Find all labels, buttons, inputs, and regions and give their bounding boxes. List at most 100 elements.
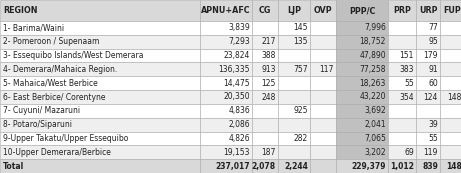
Bar [440, 104, 461, 118]
Bar [0, 62, 200, 76]
Bar [278, 49, 310, 62]
Bar [0, 35, 200, 49]
Bar [388, 0, 416, 21]
Bar [416, 49, 440, 62]
Text: 55: 55 [428, 134, 438, 143]
Bar [336, 35, 388, 49]
Bar [200, 159, 252, 173]
Text: 5- Mahaica/West Berbice: 5- Mahaica/West Berbice [3, 79, 98, 88]
Bar [278, 0, 310, 21]
Text: PPP/C: PPP/C [349, 6, 375, 15]
Text: 1,012: 1,012 [390, 162, 414, 171]
Bar [336, 104, 388, 118]
Text: APNU+AFC: APNU+AFC [201, 6, 251, 15]
Text: URP: URP [419, 6, 437, 15]
Bar [0, 145, 200, 159]
Bar [200, 21, 252, 35]
Bar [416, 35, 440, 49]
Text: CG: CG [259, 6, 271, 15]
Bar [0, 76, 200, 90]
Bar [416, 145, 440, 159]
Bar [0, 118, 200, 131]
Bar [278, 21, 310, 35]
Text: 2- Pomeroon / Supenaam: 2- Pomeroon / Supenaam [3, 37, 100, 46]
Text: 757: 757 [293, 65, 308, 74]
Text: 19,153: 19,153 [224, 148, 250, 157]
Bar [310, 118, 336, 131]
Text: PRP: PRP [393, 6, 411, 15]
Text: 77,258: 77,258 [360, 65, 386, 74]
Bar [310, 62, 336, 76]
Text: 47,890: 47,890 [360, 51, 386, 60]
Bar [440, 76, 461, 90]
Bar [278, 131, 310, 145]
Bar [278, 104, 310, 118]
Bar [416, 62, 440, 76]
Bar [310, 76, 336, 90]
Bar [0, 131, 200, 145]
Bar [440, 49, 461, 62]
Bar [336, 76, 388, 90]
Text: 119: 119 [424, 148, 438, 157]
Bar [0, 21, 200, 35]
Text: 2,041: 2,041 [364, 120, 386, 129]
Text: 69: 69 [404, 148, 414, 157]
Text: 187: 187 [262, 148, 276, 157]
Text: 229,379: 229,379 [351, 162, 386, 171]
Bar [440, 145, 461, 159]
Bar [310, 104, 336, 118]
Text: 217: 217 [262, 37, 276, 46]
Text: LJP: LJP [287, 6, 301, 15]
Bar [252, 104, 278, 118]
Bar [388, 49, 416, 62]
Bar [310, 49, 336, 62]
Bar [278, 35, 310, 49]
Bar [416, 118, 440, 131]
Text: 20,350: 20,350 [224, 93, 250, 102]
Text: 7,065: 7,065 [364, 134, 386, 143]
Text: 18,263: 18,263 [360, 79, 386, 88]
Text: 2,078: 2,078 [252, 162, 276, 171]
Text: 2,244: 2,244 [284, 162, 308, 171]
Bar [0, 104, 200, 118]
Bar [388, 118, 416, 131]
Bar [388, 62, 416, 76]
Text: Total: Total [3, 162, 24, 171]
Text: 839: 839 [422, 162, 438, 171]
Text: 148: 148 [446, 162, 461, 171]
Text: 7,996: 7,996 [364, 23, 386, 32]
Bar [310, 21, 336, 35]
Bar [252, 90, 278, 104]
Bar [336, 145, 388, 159]
Bar [252, 62, 278, 76]
Text: 354: 354 [399, 93, 414, 102]
Text: 9-Upper Takatu/Upper Essequibo: 9-Upper Takatu/Upper Essequibo [3, 134, 128, 143]
Text: 179: 179 [424, 51, 438, 60]
Text: 4,836: 4,836 [228, 106, 250, 115]
Bar [416, 0, 440, 21]
Bar [336, 118, 388, 131]
Bar [310, 145, 336, 159]
Text: 136,335: 136,335 [219, 65, 250, 74]
Bar [440, 35, 461, 49]
Bar [416, 76, 440, 90]
Bar [388, 145, 416, 159]
Bar [278, 145, 310, 159]
Bar [310, 35, 336, 49]
Bar [416, 159, 440, 173]
Bar [252, 0, 278, 21]
Text: 43,220: 43,220 [360, 93, 386, 102]
Bar [388, 159, 416, 173]
Text: 18,752: 18,752 [360, 37, 386, 46]
Text: 135: 135 [294, 37, 308, 46]
Text: 1- Barima/Waini: 1- Barima/Waini [3, 23, 64, 32]
Text: 55: 55 [404, 79, 414, 88]
Text: 60: 60 [428, 79, 438, 88]
Bar [388, 90, 416, 104]
Text: 383: 383 [400, 65, 414, 74]
Bar [200, 131, 252, 145]
Text: 10-Upper Demerara/Berbice: 10-Upper Demerara/Berbice [3, 148, 111, 157]
Bar [310, 131, 336, 145]
Bar [416, 131, 440, 145]
Bar [278, 90, 310, 104]
